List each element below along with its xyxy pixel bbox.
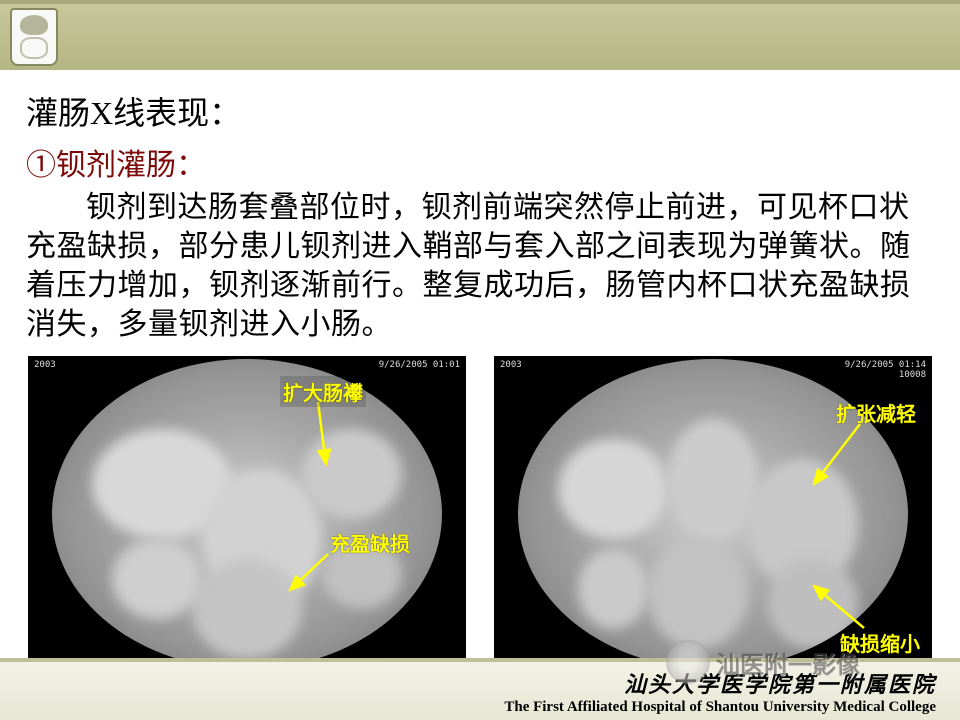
watermark-icon — [666, 640, 710, 684]
slide-subtitle: ①钡剂灌肠： — [26, 140, 934, 184]
annotation-label: 充盈缺损 — [330, 528, 410, 557]
university-logo-shield — [10, 8, 58, 66]
xray-image-left: 2003 9/26/2005 01:01 扩大肠襻 充盈缺损 — [28, 356, 466, 672]
xray-images-row: 2003 9/26/2005 01:01 扩大肠襻 充盈缺损 2003 9/26… — [26, 356, 934, 672]
watermark: 汕医附一影像 — [666, 640, 860, 684]
watermark-text: 汕医附一影像 — [716, 645, 860, 680]
content-area: 灌肠X线表现： ①钡剂灌肠： 钡剂到达肠套叠部位时，钡剂前端突然停止前进，可见杯… — [0, 70, 960, 672]
annotation-arrows-left — [28, 356, 468, 672]
header-bar — [0, 4, 960, 70]
annotation-label: 扩张减轻 — [836, 398, 916, 427]
annotation-label: 扩大肠襻 — [280, 376, 366, 407]
footer-english: The First Affiliated Hospital of Shantou… — [504, 699, 936, 716]
slide-title: 灌肠X线表现： — [26, 88, 934, 134]
xray-image-right: 2003 9/26/2005 01:14 10008 扩张减轻 缺损缩小 — [494, 356, 932, 672]
slide-body-text: 钡剂到达肠套叠部位时，钡剂前端突然停止前进，可见杯口状充盈缺损，部分患儿钡剂进入… — [26, 188, 934, 344]
